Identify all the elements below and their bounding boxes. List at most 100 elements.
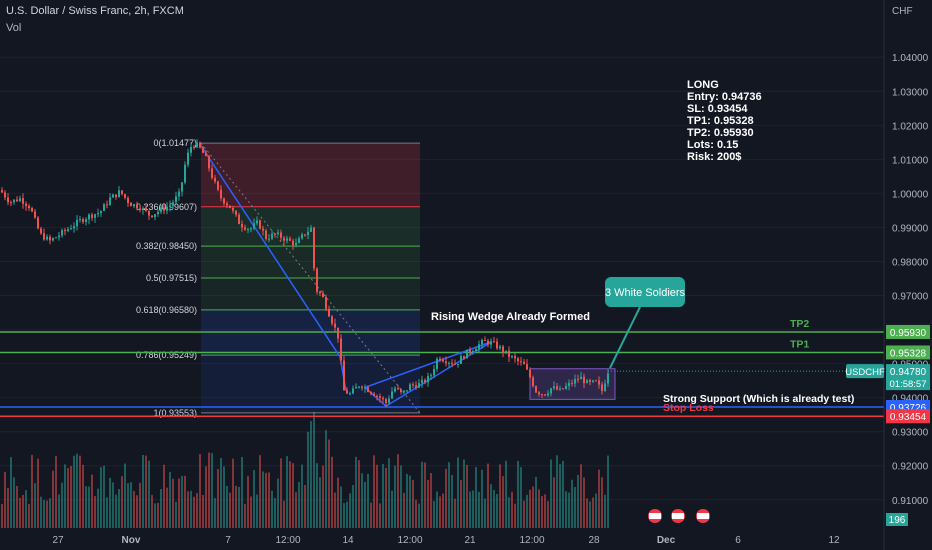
volume-bar bbox=[142, 454, 144, 528]
volume-bar bbox=[448, 462, 450, 528]
volume-bar bbox=[391, 490, 393, 528]
candle-body bbox=[70, 228, 72, 230]
volume-bar bbox=[136, 495, 138, 528]
volume-bar bbox=[61, 482, 63, 528]
volume-bar bbox=[475, 466, 477, 528]
candle-body bbox=[25, 203, 27, 206]
candle-body bbox=[166, 206, 168, 211]
candle-body bbox=[199, 142, 201, 148]
candle-body bbox=[529, 369, 531, 378]
volume-bar bbox=[37, 458, 39, 528]
y-tick-label: 0.99000 bbox=[892, 223, 929, 234]
volume-bar bbox=[157, 502, 159, 528]
volume-bar bbox=[325, 430, 327, 528]
trade-info-line: LONG bbox=[687, 79, 719, 91]
candle-body bbox=[277, 232, 279, 235]
wedge-upper-line[interactable] bbox=[364, 340, 493, 389]
volume-bar bbox=[424, 462, 426, 528]
volume-bar bbox=[490, 484, 492, 528]
volume-bar bbox=[124, 463, 126, 528]
price-axis[interactable]: 0.910000.920000.930000.940000.950000.960… bbox=[845, 0, 930, 550]
candle-body bbox=[517, 358, 519, 362]
grid-lines bbox=[0, 56, 884, 501]
trade-info-line: Lots: 0.15 bbox=[687, 139, 738, 151]
volume-tag-text: 196 bbox=[889, 515, 906, 526]
candle-body bbox=[148, 210, 150, 216]
candle-body bbox=[448, 362, 450, 364]
soldiers-callout[interactable]: 3 White Soldiers bbox=[605, 277, 686, 369]
candle-body bbox=[553, 386, 555, 389]
volume-bar bbox=[472, 490, 474, 528]
TP1-price-tag[interactable] bbox=[886, 345, 930, 360]
volume-bar bbox=[148, 460, 150, 528]
candle-body bbox=[268, 238, 270, 240]
volume-bar bbox=[40, 496, 42, 528]
fib-level-label: 0(1.01477) bbox=[153, 138, 197, 148]
candle-body bbox=[229, 205, 231, 209]
volume-bar bbox=[571, 479, 573, 528]
currency-label: CHF bbox=[892, 6, 913, 17]
volume-bar bbox=[199, 454, 201, 528]
x-tick-label: 21 bbox=[464, 535, 476, 546]
wedge-lower-line[interactable] bbox=[385, 340, 493, 407]
volume-bar bbox=[436, 491, 438, 528]
candle-body bbox=[535, 386, 537, 393]
wedge-annotation[interactable]: Rising Wedge Already Formed bbox=[431, 311, 590, 323]
volume-bar bbox=[163, 464, 165, 528]
candle-body bbox=[496, 341, 498, 349]
volume-bar bbox=[67, 468, 69, 528]
current-price-tag[interactable] bbox=[886, 364, 930, 391]
volume-bar bbox=[1, 504, 3, 528]
candle-body bbox=[28, 205, 30, 209]
candle-body bbox=[361, 386, 363, 389]
candle-body bbox=[76, 219, 78, 227]
fib-level-label: 1(0.93553) bbox=[153, 408, 197, 418]
candle-body bbox=[478, 344, 480, 350]
candle-body bbox=[310, 227, 312, 232]
volume-bar bbox=[406, 473, 408, 528]
volume-bar bbox=[226, 485, 228, 528]
volume-bar bbox=[430, 472, 432, 528]
volume-bar bbox=[289, 461, 291, 528]
candle-body bbox=[43, 233, 45, 240]
volume-bar bbox=[403, 492, 405, 528]
candle-body bbox=[541, 394, 543, 396]
us-flag-icon bbox=[672, 513, 684, 519]
volume-bar bbox=[130, 482, 132, 528]
volume-bar bbox=[370, 502, 372, 528]
volume-bar bbox=[232, 458, 234, 528]
downtrend-line[interactable] bbox=[200, 145, 341, 358]
candle-body bbox=[31, 208, 33, 212]
candle-body bbox=[406, 390, 408, 392]
stoploss-price-tag[interactable] bbox=[886, 409, 930, 424]
candle-body bbox=[337, 327, 339, 339]
rising-wedge-label: Rising Wedge Already Formed bbox=[431, 311, 590, 323]
candle-body bbox=[346, 390, 348, 394]
candle-body bbox=[415, 385, 417, 388]
volume-bar bbox=[151, 494, 153, 528]
candle-body bbox=[157, 211, 159, 215]
candle-body bbox=[352, 388, 354, 394]
volume-bar bbox=[262, 471, 264, 528]
volume-bar bbox=[22, 494, 24, 528]
volume-bar bbox=[499, 464, 501, 528]
TP2-price-tag[interactable] bbox=[886, 324, 930, 339]
x-tick-label: 12:00 bbox=[397, 535, 422, 546]
candle-body bbox=[454, 363, 456, 365]
candle-body bbox=[205, 152, 207, 157]
volume-bar bbox=[574, 487, 576, 528]
horizontal-levels[interactable]: TP2 TP1 Strong Support (Which is already t… bbox=[0, 318, 884, 417]
volume-bar bbox=[241, 456, 243, 528]
y-tick-label: 1.01000 bbox=[892, 155, 929, 166]
volume-bar bbox=[529, 489, 531, 528]
volume-bar bbox=[277, 478, 279, 528]
volume-bar bbox=[454, 498, 456, 528]
economic-events[interactable] bbox=[648, 509, 710, 523]
candle-body bbox=[508, 350, 510, 357]
volume-bar bbox=[502, 476, 504, 528]
volume-bar bbox=[145, 455, 147, 528]
candle-body bbox=[307, 231, 309, 235]
volume-bar bbox=[577, 474, 579, 528]
time-axis[interactable]: 27 Nov 7 12:00 14 12:00 21 12:00 28 Dec 6 12 bbox=[52, 535, 840, 546]
